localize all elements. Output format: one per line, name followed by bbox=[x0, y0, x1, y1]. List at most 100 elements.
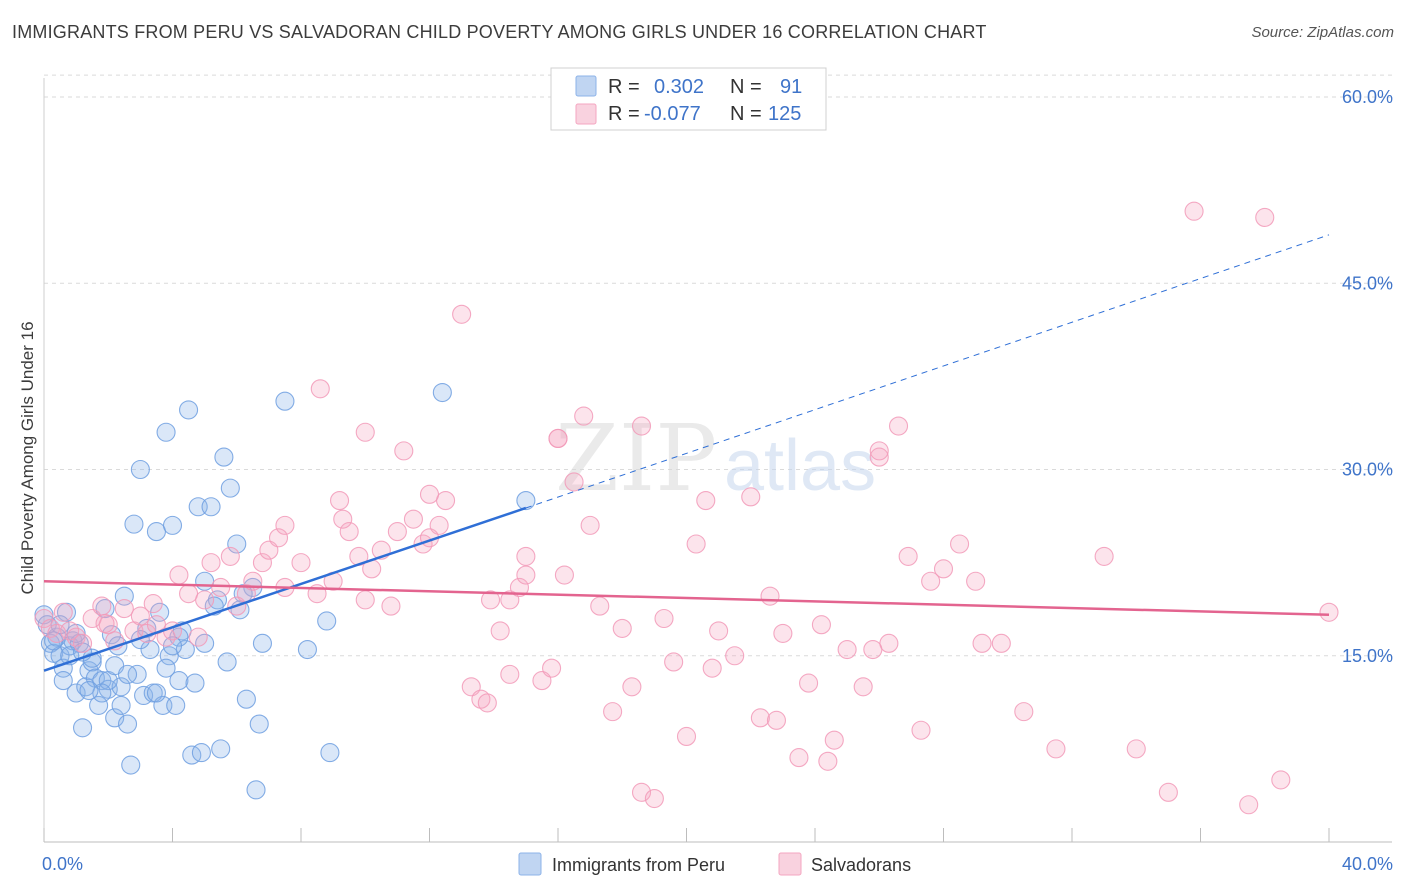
point-salvadorans bbox=[869, 447, 889, 467]
point-salvadorans bbox=[1158, 782, 1178, 802]
point-salvadorans bbox=[1239, 795, 1259, 815]
point-salvadorans bbox=[789, 748, 809, 768]
point-salvadorans bbox=[73, 633, 93, 653]
point-salvadorans bbox=[394, 441, 414, 461]
point-salvadorans bbox=[1255, 207, 1275, 227]
legend-r-label-salvadorans: R = bbox=[608, 103, 640, 125]
point-salvadorans bbox=[933, 559, 954, 579]
point-peru bbox=[140, 639, 160, 660]
point-peru bbox=[249, 714, 269, 734]
point-salvadorans bbox=[1046, 739, 1066, 759]
point-salvadorans bbox=[603, 702, 623, 722]
point-peru bbox=[201, 497, 221, 517]
point-salvadorans bbox=[95, 613, 115, 634]
point-peru bbox=[146, 683, 166, 703]
series-legend-swatch-peru bbox=[518, 852, 542, 876]
point-peru bbox=[121, 755, 141, 775]
y-tick-label: 30.0% bbox=[1342, 460, 1393, 480]
point-salvadorans bbox=[516, 565, 536, 585]
point-peru bbox=[117, 714, 138, 734]
point-salvadorans bbox=[114, 599, 134, 619]
axes bbox=[43, 78, 1392, 843]
point-salvadorans bbox=[169, 565, 189, 585]
point-salvadorans bbox=[799, 673, 819, 693]
point-salvadorans bbox=[477, 693, 497, 713]
correlation-legend: R = 0.302 N = 91 R = -0.077 N = 125 bbox=[550, 67, 827, 131]
point-salvadorans bbox=[644, 788, 664, 809]
point-salvadorans bbox=[275, 515, 295, 535]
point-salvadorans bbox=[773, 623, 793, 643]
point-salvadorans bbox=[911, 720, 931, 740]
point-peru bbox=[79, 680, 99, 701]
source-label: Source: ZipAtlas.com bbox=[1251, 24, 1394, 41]
legend-n-label-peru: N = bbox=[730, 76, 762, 98]
point-peru bbox=[130, 459, 150, 480]
point-salvadorans bbox=[34, 608, 54, 629]
point-salvadorans bbox=[824, 730, 844, 750]
trend-line-peru bbox=[43, 506, 527, 672]
point-peru bbox=[297, 639, 317, 660]
legend-n-value-peru: 91 bbox=[780, 76, 802, 98]
point-salvadorans bbox=[612, 618, 632, 638]
point-peru bbox=[169, 671, 189, 691]
x-tick-label: 0.0% bbox=[42, 854, 83, 874]
point-salvadorans bbox=[355, 590, 375, 610]
point-salvadorans bbox=[991, 633, 1011, 653]
point-salvadorans bbox=[179, 584, 199, 604]
point-peru bbox=[156, 422, 176, 442]
point-salvadorans bbox=[542, 658, 562, 678]
legend-n-value-salvadorans: 125 bbox=[768, 103, 801, 125]
point-peru bbox=[317, 611, 337, 631]
legend-swatch-salvadorans bbox=[575, 103, 597, 125]
point-salvadorans bbox=[1014, 702, 1034, 722]
point-peru bbox=[195, 571, 215, 591]
point-salvadorans bbox=[339, 522, 359, 542]
point-salvadorans bbox=[811, 615, 831, 635]
point-salvadorans bbox=[888, 416, 909, 436]
point-salvadorans bbox=[1184, 201, 1204, 221]
point-salvadorans bbox=[509, 577, 530, 598]
point-salvadorans bbox=[631, 416, 652, 436]
point-peru bbox=[191, 743, 211, 763]
point-salvadorans bbox=[741, 487, 761, 507]
legend-r-value-peru: 0.302 bbox=[654, 76, 704, 98]
watermark-atlas: atlas bbox=[724, 426, 876, 506]
point-peru bbox=[516, 490, 536, 511]
point-salvadorans bbox=[1094, 546, 1114, 566]
point-salvadorans bbox=[92, 596, 112, 616]
point-salvadorans bbox=[664, 652, 684, 672]
y-tick-label: 60.0% bbox=[1342, 87, 1393, 107]
point-salvadorans bbox=[429, 515, 449, 535]
legend-r-value-salvadorans: -0.077 bbox=[644, 103, 701, 125]
y-tick-label: 45.0% bbox=[1342, 273, 1393, 293]
point-peru bbox=[127, 664, 147, 684]
point-salvadorans bbox=[1319, 602, 1339, 622]
point-salvadorans bbox=[500, 664, 520, 684]
point-salvadorans bbox=[268, 528, 289, 548]
point-peru bbox=[111, 695, 131, 715]
point-salvadorans bbox=[709, 621, 729, 641]
chart-title: IMMIGRANTS FROM PERU VS SALVADORAN CHILD… bbox=[12, 22, 987, 42]
point-salvadorans bbox=[966, 571, 986, 591]
point-salvadorans bbox=[921, 571, 941, 591]
point-salvadorans bbox=[419, 484, 440, 504]
legend-swatch-peru bbox=[575, 75, 597, 97]
point-salvadorans bbox=[654, 608, 674, 629]
point-salvadorans bbox=[548, 428, 568, 449]
point-salvadorans bbox=[676, 726, 697, 747]
point-salvadorans bbox=[950, 534, 970, 554]
point-salvadorans bbox=[702, 658, 722, 678]
point-salvadorans bbox=[333, 509, 353, 529]
point-peru bbox=[227, 534, 247, 554]
point-salvadorans bbox=[452, 304, 472, 324]
point-salvadorans bbox=[869, 441, 889, 461]
point-salvadorans bbox=[837, 639, 857, 660]
point-salvadorans bbox=[387, 522, 407, 542]
watermark-zip: ZIP bbox=[555, 405, 717, 512]
point-salvadorans bbox=[853, 677, 873, 697]
point-salvadorans bbox=[355, 422, 375, 442]
point-salvadorans bbox=[252, 553, 273, 573]
point-salvadorans bbox=[211, 577, 231, 598]
point-salvadorans bbox=[53, 602, 73, 622]
